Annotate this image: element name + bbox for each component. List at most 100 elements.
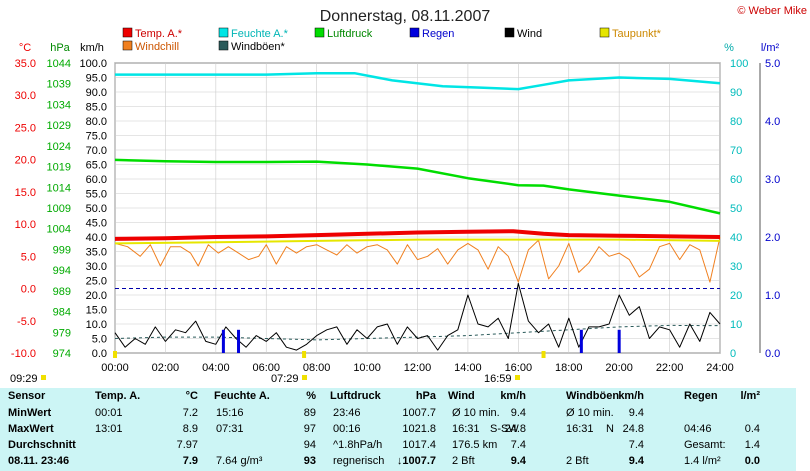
time-tick: 12:00	[404, 362, 432, 374]
pct-tick: 90	[730, 87, 742, 99]
wind-time: Ø 10 min.	[452, 407, 500, 419]
pct-tick: 100	[730, 58, 748, 70]
hum-value: 89	[303, 407, 316, 419]
time-marker	[302, 351, 307, 358]
hum-value: 93	[303, 455, 316, 467]
temp-value: 7.9	[182, 455, 198, 467]
gust-value: 9.4	[628, 455, 644, 467]
hpa-tick: 979	[53, 327, 71, 339]
series-line	[114, 282, 721, 351]
hpa-tick: 1024	[47, 141, 71, 153]
press-time: 23:46	[333, 407, 361, 419]
time-marker	[541, 351, 546, 358]
table-header-unit: %	[306, 390, 316, 402]
rain-tick: 4.0	[765, 116, 780, 128]
press-time: ^1.8hPa/h	[333, 439, 383, 451]
temp-tick: 0.0	[21, 284, 36, 296]
table-header: Temp. A.	[95, 390, 141, 402]
legend-swatch	[122, 27, 133, 38]
legend-swatch	[218, 40, 229, 51]
press-time: 00:16	[333, 423, 361, 435]
hpa-tick: 1009	[47, 203, 71, 215]
time-tick: 20:00	[605, 362, 633, 374]
temp-value: 7.97	[176, 439, 198, 451]
kmh-tick: 100.0	[79, 58, 107, 70]
table-header: Sensor	[8, 390, 46, 402]
table-header-unit: l/m²	[740, 390, 760, 402]
kmh-tick: 55.0	[86, 189, 107, 201]
legend-label: Wind	[517, 28, 542, 40]
time-tick: 02:00	[152, 362, 180, 374]
temp-tick: -5.0	[17, 316, 36, 328]
rain-bar	[221, 329, 225, 353]
legend-label: Temp. A.*	[135, 28, 183, 40]
rain-axis-unit: l/m²	[761, 42, 780, 54]
temp-tick: -10.0	[11, 348, 36, 360]
kmh-tick: 0.0	[92, 348, 107, 360]
marker-label: 09:29	[10, 373, 38, 385]
legend-swatch	[314, 27, 325, 38]
legend-swatch	[122, 40, 133, 51]
pct-axis-unit: %	[724, 42, 734, 54]
hpa-tick: 1014	[47, 182, 71, 194]
hum-value: 97	[303, 423, 316, 435]
press-value: 1021.8	[402, 423, 436, 435]
series-line	[114, 158, 721, 215]
rain-bar	[579, 329, 583, 353]
weather-chart: Donnerstag, 08.11.2007 © Weber Mike Temp…	[10, 5, 807, 385]
kmh-tick: 50.0	[86, 203, 107, 215]
chart-series	[114, 71, 721, 353]
kmh-tick: 65.0	[86, 160, 107, 172]
gust-time: 2 Bft	[566, 455, 589, 467]
marker-dot	[515, 375, 520, 380]
rain-value: 0.4	[744, 423, 760, 435]
kmh-tick: 40.0	[86, 232, 107, 244]
rain-value: 1.4	[744, 439, 760, 451]
hum-time: 07:31	[216, 423, 244, 435]
legend-label: Feuchte A.*	[231, 28, 289, 40]
pct-tick: 30	[730, 261, 742, 273]
press-value: 1017.4	[402, 439, 436, 451]
time-markers: 09:29 07:29 16:59	[10, 351, 546, 385]
table-header-unit: °C	[185, 390, 198, 402]
rain-time: 1.4 l/m²	[684, 455, 721, 467]
hpa-tick: 989	[53, 286, 71, 298]
gust-time: Ø 10 min.	[566, 407, 614, 419]
kmh-tick: 45.0	[86, 218, 107, 230]
time-tick: 08:00	[303, 362, 331, 374]
table-header-unit: km/h	[500, 390, 526, 402]
legend-swatch	[218, 27, 229, 38]
wind-time: 2 Bft	[452, 455, 475, 467]
press-time: regnerisch	[333, 455, 385, 467]
legend-swatch	[599, 27, 610, 38]
hpa-tick: 974	[53, 348, 71, 360]
kmh-tick: 25.0	[86, 276, 107, 288]
temp-value: 7.2	[182, 407, 198, 419]
wind-value: 24.8	[504, 423, 526, 435]
table-header: Windböen	[566, 390, 620, 402]
kmh-axis-unit: km/h	[80, 42, 104, 54]
kmh-tick: 75.0	[86, 131, 107, 143]
kmh-tick: 15.0	[86, 305, 107, 317]
legend-label: Windböen*	[231, 41, 286, 53]
kmh-tick: 70.0	[86, 145, 107, 157]
legend-label: Taupunkt*	[612, 28, 662, 40]
pct-tick: 20	[730, 290, 742, 302]
press-value: 1007.7	[402, 407, 436, 419]
kmh-tick: 90.0	[86, 87, 107, 99]
wind-value: 9.4	[510, 407, 526, 419]
time-tick: 10:00	[353, 362, 381, 374]
rain-time: 04:46	[684, 423, 712, 435]
table-header: Feuchte A.	[214, 390, 270, 402]
kmh-tick: 20.0	[86, 290, 107, 302]
hum-time: 15:16	[216, 407, 244, 419]
time-tick: 16:00	[505, 362, 533, 374]
legend-swatch	[504, 27, 515, 38]
time-tick: 00:00	[101, 362, 129, 374]
kmh-tick: 85.0	[86, 102, 107, 114]
rain-time: Gesamt:	[684, 439, 726, 451]
hpa-tick: 1029	[47, 120, 71, 132]
hpa-tick: 1044	[47, 58, 71, 70]
wind-direction: S-SW	[490, 423, 519, 435]
marker-dot	[302, 375, 307, 380]
